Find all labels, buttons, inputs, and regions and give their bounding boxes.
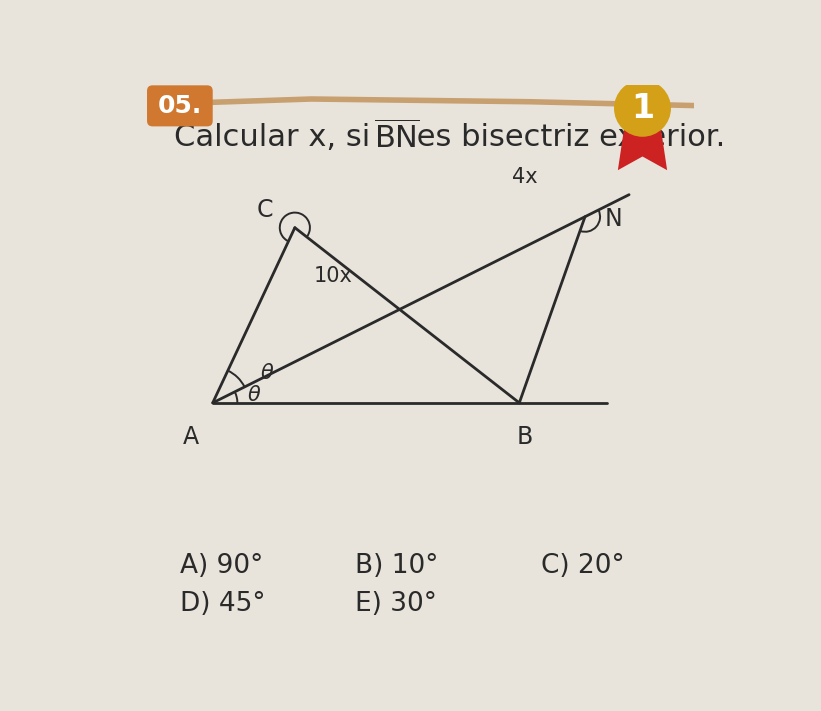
Circle shape xyxy=(614,80,671,137)
Text: A: A xyxy=(183,424,199,449)
Text: C: C xyxy=(256,198,273,223)
Text: A) 90°: A) 90° xyxy=(180,552,263,579)
Text: 1: 1 xyxy=(631,92,654,125)
Text: Calcular x, si: Calcular x, si xyxy=(174,123,380,152)
Text: 05.: 05. xyxy=(158,94,202,117)
Text: $\theta$: $\theta$ xyxy=(260,363,275,383)
Text: D) 45°: D) 45° xyxy=(180,591,265,617)
Text: B) 10°: B) 10° xyxy=(355,552,438,579)
Text: 10x: 10x xyxy=(314,266,353,286)
Text: 4x: 4x xyxy=(512,166,538,186)
FancyBboxPatch shape xyxy=(147,85,213,127)
Polygon shape xyxy=(618,115,667,170)
Text: N: N xyxy=(604,208,622,232)
Text: B: B xyxy=(516,424,533,449)
Text: C) 20°: C) 20° xyxy=(541,552,625,579)
Text: es bisectriz exterior.: es bisectriz exterior. xyxy=(407,123,725,152)
Text: $\theta$: $\theta$ xyxy=(246,385,261,405)
Text: $\overline{\mathrm{BN}}$: $\overline{\mathrm{BN}}$ xyxy=(374,120,420,154)
Text: E) 30°: E) 30° xyxy=(355,591,437,617)
